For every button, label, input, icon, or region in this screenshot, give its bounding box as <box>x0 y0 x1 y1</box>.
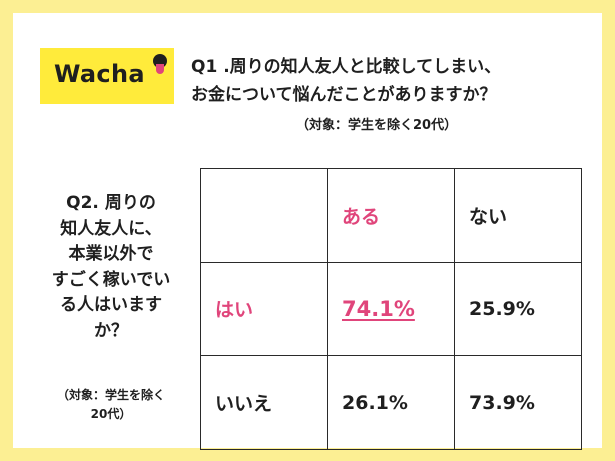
row-label-iie: いいえ <box>200 355 328 450</box>
table-cell: 73.9% <box>454 355 582 450</box>
q2-target-note: （対象：学生を除く 20代） <box>33 386 189 424</box>
header-yes-cell: ある <box>327 168 455 263</box>
q2-question: Q2. 周りの 知人友人に、 本業以外で すごく稼いでい る人はいます か？ <box>31 191 191 345</box>
q2-note-line-2: 20代） <box>90 407 132 421</box>
table-cell-highlight: 74.1% <box>327 261 455 357</box>
q2-line-6: か？ <box>94 320 128 341</box>
header-no-cell: ない <box>454 168 582 263</box>
table-row: はい 74.1% 25.9% <box>200 261 582 357</box>
row-label-hai: はい <box>200 261 328 357</box>
q2-line-5: る人はいます <box>60 295 162 316</box>
table-row: いいえ 26.1% 73.9% <box>200 355 582 450</box>
highlight-value: 74.1% <box>342 296 415 321</box>
q2-line-3: 本業以外で <box>68 244 154 265</box>
q2-line-1: Q2. 周りの <box>66 193 156 213</box>
result-table: ある ない はい 74.1% 25.9% いいえ 26.1% 73.9% <box>200 168 582 450</box>
wacha-logo: Wacha <box>40 48 174 104</box>
table-cell: 26.1% <box>327 355 455 450</box>
q2-note-line-1: （対象：学生を除く <box>56 388 165 402</box>
q1-question: Q1 .周りの知人友人と比較してしまい、 お金について悩んだことがありますか？ <box>191 53 601 109</box>
q2-line-2: 知人友人に、 <box>60 218 162 239</box>
header-corner-cell <box>200 168 328 263</box>
q1-line-1: Q1 .周りの知人友人と比較してしまい、 <box>191 57 502 77</box>
table-header-row: ある ない <box>200 168 582 263</box>
q2-line-4: すごく稼いでい <box>51 269 171 290</box>
q1-target-note: （対象：学生を除く20代） <box>296 118 458 133</box>
q1-line-2: お金について悩んだことがありますか？ <box>191 85 497 105</box>
table-cell: 25.9% <box>454 261 582 357</box>
logo-tongue-icon <box>156 64 164 74</box>
logo-text: Wacha <box>54 60 145 88</box>
